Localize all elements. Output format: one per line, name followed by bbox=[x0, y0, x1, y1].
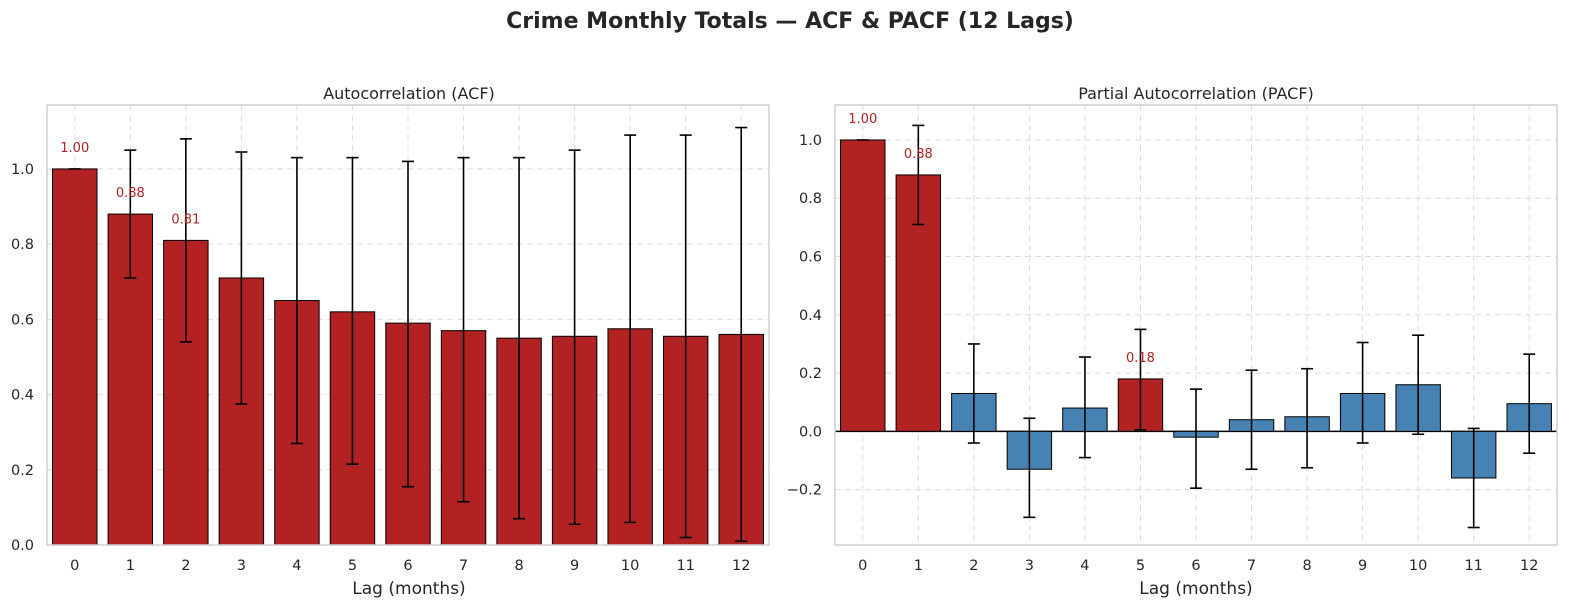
pacf-axes: Partial Autocorrelation (PACF) Lag (mont… bbox=[787, 84, 1558, 599]
acf-x-tick-10: 10 bbox=[621, 558, 639, 574]
acf-data-label-lag-0: 1.00 bbox=[60, 141, 89, 156]
pacf-errorbar-lag-4 bbox=[1078, 356, 1091, 459]
acf-x-tick-6: 6 bbox=[403, 558, 412, 574]
pacf-errorbar-lag-1 bbox=[912, 124, 925, 226]
pacf-y-tick-0: −0.2 bbox=[787, 483, 822, 499]
figure-title: Crime Monthly Totals — ACF & PACF (12 La… bbox=[506, 9, 1074, 34]
acf-errorbar-lag-8 bbox=[513, 156, 526, 520]
pacf-errorbar-lag-6 bbox=[1190, 388, 1202, 489]
acf-errorbar-lag-10 bbox=[624, 134, 637, 524]
acf-errorbar-lag-12 bbox=[735, 126, 748, 543]
acf-x-tick-11: 11 bbox=[676, 558, 694, 574]
acf-data-label-lag-2: 0.81 bbox=[171, 212, 200, 227]
pacf-errorbar-lag-12 bbox=[1523, 353, 1536, 455]
pacf-x-tick-11: 11 bbox=[1464, 558, 1482, 574]
acf-y-tick-3: 0.6 bbox=[11, 312, 34, 328]
pacf-plot-frame bbox=[834, 104, 1558, 546]
pacf-x-tick-12: 12 bbox=[1520, 558, 1538, 574]
acf-x-tick-8: 8 bbox=[514, 558, 523, 574]
pacf-x-tick-4: 4 bbox=[1080, 558, 1089, 574]
pacf-x-axis-label: Lag (months) bbox=[1139, 579, 1252, 599]
acf-plot-frame bbox=[46, 104, 770, 546]
acf-errorbar-lag-2 bbox=[179, 138, 192, 343]
pacf-x-tick-3: 3 bbox=[1025, 558, 1034, 574]
acf-x-tick-3: 3 bbox=[237, 558, 246, 574]
pacf-data-label-lag-5: 0.18 bbox=[1126, 351, 1155, 366]
pacf-x-tick-10: 10 bbox=[1409, 558, 1427, 574]
pacf-errorbar-lag-3 bbox=[1023, 417, 1036, 519]
pacf-errorbar-lag-11 bbox=[1467, 427, 1480, 529]
acf-x-tick-0: 0 bbox=[70, 558, 79, 574]
acf-title: Autocorrelation (ACF) bbox=[323, 84, 495, 103]
pacf-x-tick-5: 5 bbox=[1136, 558, 1145, 574]
acf-axes: Autocorrelation (ACF) Lag (months) 1.000… bbox=[11, 84, 770, 599]
pacf-y-tick-4: 0.6 bbox=[799, 250, 822, 266]
acf-x-tick-9: 9 bbox=[570, 558, 579, 574]
acf-y-tick-0: 0.0 bbox=[11, 538, 34, 554]
acf-y-tick-5: 1.0 bbox=[11, 162, 34, 178]
acf-x-tick-12: 12 bbox=[732, 558, 750, 574]
acf-x-tick-2: 2 bbox=[181, 558, 190, 574]
pacf-x-tick-7: 7 bbox=[1247, 558, 1256, 574]
pacf-errorbar-lag-2 bbox=[967, 343, 980, 444]
pacf-y-tick-1: 0.0 bbox=[799, 424, 822, 440]
acf-x-axis-label: Lag (months) bbox=[352, 579, 465, 599]
pacf-x-tick-8: 8 bbox=[1302, 558, 1311, 574]
pacf-x-tick-6: 6 bbox=[1191, 558, 1200, 574]
acf-x-tick-4: 4 bbox=[292, 558, 301, 574]
acf-y-tick-1: 0.2 bbox=[11, 463, 34, 479]
acf-x-tick-1: 1 bbox=[126, 558, 135, 574]
pacf-x-tick-1: 1 bbox=[914, 558, 923, 574]
acf-y-tick-2: 0.4 bbox=[11, 388, 34, 404]
pacf-x-tick-0: 0 bbox=[858, 558, 867, 574]
pacf-x-tick-2: 2 bbox=[969, 558, 978, 574]
acf-data-label-lag-1: 0.88 bbox=[116, 186, 145, 201]
pacf-y-tick-3: 0.4 bbox=[799, 308, 822, 324]
acf-x-tick-7: 7 bbox=[459, 558, 468, 574]
acf-errorbar-lag-7 bbox=[457, 156, 470, 503]
pacf-data-label-lag-0: 1.00 bbox=[848, 112, 877, 127]
acf-bar-lag-0 bbox=[52, 168, 98, 546]
pacf-errorbar-lag-5 bbox=[1134, 328, 1147, 431]
pacf-y-tick-6: 1.0 bbox=[799, 133, 822, 149]
acf-y-tick-4: 0.8 bbox=[11, 237, 34, 253]
acf-errorbar-lag-11 bbox=[679, 134, 692, 539]
acf-errorbar-lag-9 bbox=[568, 149, 581, 526]
pacf-errorbar-lag-9 bbox=[1356, 341, 1369, 444]
pacf-errorbar-lag-10 bbox=[1412, 334, 1425, 436]
acf-errorbar-lag-1 bbox=[124, 149, 137, 279]
acf-errorbar-lag-4 bbox=[290, 156, 303, 445]
pacf-bar-lag-0 bbox=[840, 139, 886, 432]
pacf-errorbar-lag-8 bbox=[1301, 367, 1314, 469]
pacf-data-label-lag-1: 0.88 bbox=[904, 147, 933, 162]
acf-x-tick-5: 5 bbox=[348, 558, 357, 574]
pacf-errorbar-lag-7 bbox=[1245, 369, 1258, 471]
pacf-x-tick-9: 9 bbox=[1358, 558, 1367, 574]
pacf-y-tick-2: 0.2 bbox=[799, 366, 822, 382]
pacf-y-tick-5: 0.8 bbox=[799, 191, 822, 207]
pacf-title: Partial Autocorrelation (PACF) bbox=[1078, 84, 1314, 103]
acf-errorbar-lag-6 bbox=[402, 160, 414, 488]
acf-errorbar-lag-5 bbox=[346, 156, 359, 465]
acf-errorbar-lag-3 bbox=[235, 151, 248, 405]
